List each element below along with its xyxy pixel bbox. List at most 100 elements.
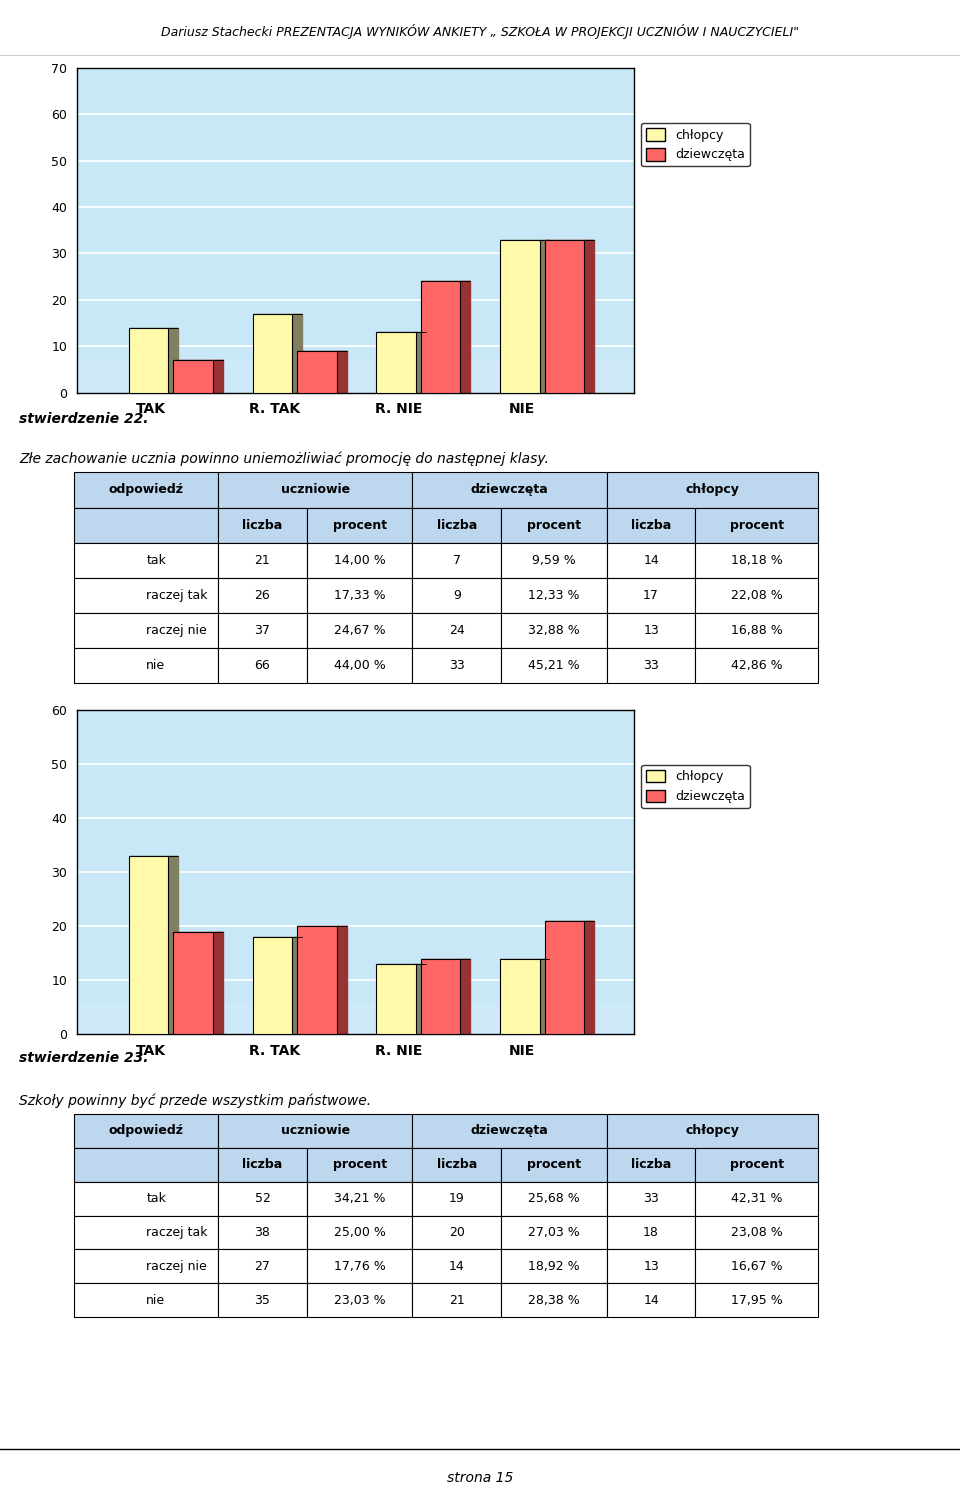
Text: 23,08 %: 23,08 % [731, 1226, 782, 1240]
Bar [500, 240, 540, 393]
Bar [376, 332, 416, 393]
FancyBboxPatch shape [218, 577, 307, 613]
FancyBboxPatch shape [607, 542, 695, 577]
Text: liczba: liczba [437, 1158, 477, 1172]
FancyBboxPatch shape [307, 577, 413, 613]
FancyBboxPatch shape [218, 613, 307, 648]
FancyBboxPatch shape [695, 577, 818, 613]
Text: 37: 37 [254, 624, 271, 637]
FancyBboxPatch shape [413, 507, 501, 542]
FancyBboxPatch shape [413, 1182, 501, 1216]
Text: 35: 35 [254, 1294, 271, 1306]
Bar [544, 240, 584, 393]
Text: 44,00 %: 44,00 % [334, 658, 386, 672]
FancyBboxPatch shape [695, 1249, 818, 1284]
Text: 24: 24 [449, 624, 465, 637]
Polygon shape [337, 350, 347, 393]
FancyBboxPatch shape [607, 1216, 695, 1249]
FancyBboxPatch shape [307, 648, 413, 683]
Polygon shape [584, 921, 594, 1034]
FancyBboxPatch shape [607, 473, 818, 507]
Text: raczej nie: raczej nie [146, 1259, 207, 1273]
Legend: chłopcy, dziewczęta: chłopcy, dziewczęta [641, 122, 750, 166]
Text: raczej tak: raczej tak [146, 1226, 207, 1240]
FancyBboxPatch shape [413, 1114, 607, 1148]
FancyBboxPatch shape [218, 1216, 307, 1249]
Text: procent: procent [332, 518, 387, 532]
Text: liczba: liczba [242, 1158, 282, 1172]
Text: 18: 18 [643, 1226, 659, 1240]
FancyBboxPatch shape [307, 1249, 413, 1284]
FancyBboxPatch shape [501, 613, 607, 648]
Bar [174, 932, 213, 1034]
Text: 33: 33 [643, 658, 659, 672]
FancyBboxPatch shape [413, 1249, 501, 1284]
Text: liczba: liczba [242, 518, 282, 532]
FancyBboxPatch shape [413, 648, 501, 683]
FancyBboxPatch shape [607, 1148, 695, 1182]
FancyBboxPatch shape [501, 1249, 607, 1284]
Text: 45,21 %: 45,21 % [528, 658, 580, 672]
FancyBboxPatch shape [218, 1284, 307, 1317]
Bar [77, 1003, 634, 1034]
FancyBboxPatch shape [607, 648, 695, 683]
Text: 16,88 %: 16,88 % [731, 624, 782, 637]
Text: uczniowie: uczniowie [280, 1125, 349, 1137]
FancyBboxPatch shape [695, 1216, 818, 1249]
Text: 14: 14 [449, 1259, 465, 1273]
Text: 26: 26 [254, 589, 271, 601]
FancyBboxPatch shape [307, 542, 413, 577]
Text: 34,21 %: 34,21 % [334, 1191, 385, 1205]
Text: stwierdzenie 22.: stwierdzenie 22. [19, 412, 149, 426]
Text: 12,33 %: 12,33 % [528, 589, 580, 601]
Bar [77, 361, 634, 393]
Text: liczba: liczba [631, 518, 671, 532]
Text: uczniowie: uczniowie [280, 483, 349, 497]
FancyBboxPatch shape [695, 542, 818, 577]
Text: 17: 17 [643, 589, 659, 601]
Text: 17,33 %: 17,33 % [334, 589, 385, 601]
Text: 17,76 %: 17,76 % [334, 1259, 386, 1273]
FancyBboxPatch shape [607, 507, 695, 542]
Text: procent: procent [332, 1158, 387, 1172]
FancyBboxPatch shape [695, 507, 818, 542]
Text: 9: 9 [453, 589, 461, 601]
Polygon shape [213, 361, 223, 393]
FancyBboxPatch shape [501, 1182, 607, 1216]
Polygon shape [416, 963, 425, 1034]
Text: 25,00 %: 25,00 % [334, 1226, 386, 1240]
FancyBboxPatch shape [413, 577, 501, 613]
Text: 23,03 %: 23,03 % [334, 1294, 385, 1306]
FancyBboxPatch shape [695, 1182, 818, 1216]
FancyBboxPatch shape [501, 1284, 607, 1317]
Text: 20: 20 [449, 1226, 465, 1240]
Text: procent: procent [730, 518, 783, 532]
Bar [500, 959, 540, 1034]
FancyBboxPatch shape [75, 1148, 218, 1182]
FancyBboxPatch shape [75, 577, 218, 613]
FancyBboxPatch shape [75, 1216, 218, 1249]
Text: tak: tak [146, 1191, 166, 1205]
Bar [129, 328, 168, 393]
Text: chłopcy: chłopcy [685, 1125, 739, 1137]
Bar [544, 921, 584, 1034]
Bar [297, 350, 337, 393]
FancyBboxPatch shape [607, 1284, 695, 1317]
Polygon shape [416, 332, 425, 393]
Text: 7: 7 [453, 554, 461, 566]
Text: 28,38 %: 28,38 % [528, 1294, 580, 1306]
FancyBboxPatch shape [75, 613, 218, 648]
Bar [252, 314, 292, 393]
FancyBboxPatch shape [75, 1114, 218, 1148]
FancyBboxPatch shape [218, 648, 307, 683]
Text: Dariusz Stachecki PREZENTACJA WYNIKÓW ANKIETY „ SZKOŁA W PROJEKCJI UCZNIÓW I NAU: Dariusz Stachecki PREZENTACJA WYNIKÓW AN… [161, 24, 799, 39]
Polygon shape [584, 240, 594, 393]
Text: liczba: liczba [437, 518, 477, 532]
FancyBboxPatch shape [501, 577, 607, 613]
FancyBboxPatch shape [218, 1249, 307, 1284]
Text: 21: 21 [449, 1294, 465, 1306]
Text: nie: nie [146, 658, 165, 672]
Text: procent: procent [730, 1158, 783, 1172]
FancyBboxPatch shape [695, 1148, 818, 1182]
FancyBboxPatch shape [501, 542, 607, 577]
